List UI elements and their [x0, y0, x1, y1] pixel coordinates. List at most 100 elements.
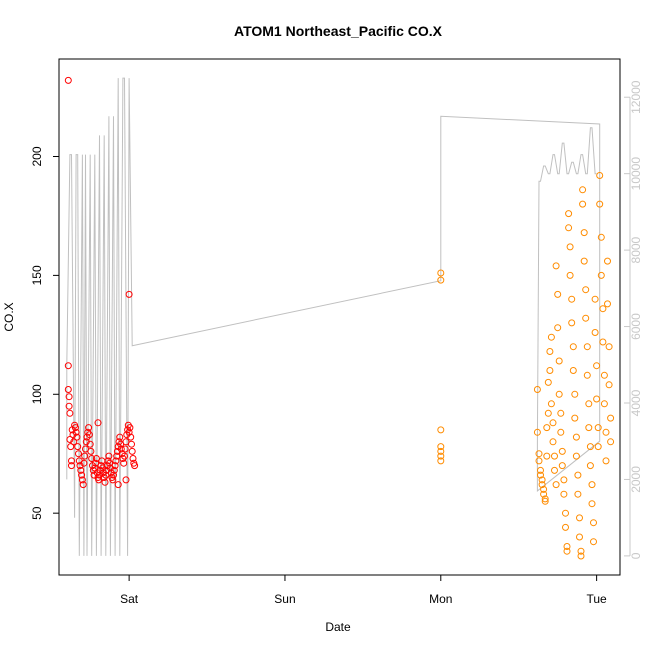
- data-point-series-2: [588, 481, 596, 489]
- data-point-series-2: [574, 471, 582, 479]
- data-point-series-2: [596, 172, 604, 179]
- y2-tick-label: 0: [629, 552, 643, 559]
- data-point-series-2: [565, 210, 573, 218]
- data-point-series-1: [125, 290, 133, 298]
- y2-tick-label: 2000: [629, 466, 643, 493]
- data-point-series-1: [122, 476, 130, 484]
- data-point-series-1: [101, 478, 109, 486]
- y-tick-label: 150: [30, 265, 44, 285]
- data-point-series-2: [604, 300, 611, 308]
- data-point-series-1: [65, 402, 73, 410]
- data-point-series-2: [437, 426, 445, 434]
- data-point-series-1: [79, 481, 87, 489]
- data-point-series-1: [83, 433, 91, 441]
- data-point-series-2: [602, 457, 610, 465]
- data-point-series-1: [129, 455, 137, 462]
- data-point-series-1: [112, 457, 120, 465]
- data-point-series-2: [537, 466, 544, 474]
- data-point-series-2: [437, 269, 445, 277]
- data-point-series-2: [593, 395, 601, 403]
- data-point-series-1: [74, 443, 82, 451]
- data-point-series-1: [67, 443, 75, 451]
- data-point-series-2: [555, 357, 563, 365]
- data-point-series-1: [72, 428, 80, 436]
- data-point-series-2: [597, 271, 605, 279]
- data-point-series-1: [66, 436, 74, 443]
- data-point-series-1: [109, 476, 117, 484]
- data-point-series-2: [593, 362, 601, 370]
- data-point-series-2: [572, 452, 580, 460]
- data-point-series-2: [600, 400, 608, 408]
- data-point-series-2: [568, 319, 576, 327]
- chart-title: ATOM1 Northeast_Pacific CO.X: [234, 23, 443, 39]
- data-point-series-2: [572, 433, 580, 441]
- data-point-series-1: [70, 438, 78, 446]
- data-point-series-2: [571, 390, 579, 398]
- data-point-series-2: [574, 490, 582, 498]
- data-point-series-1: [78, 471, 86, 479]
- data-point-series-2: [557, 428, 565, 436]
- data-point-series-2: [558, 462, 566, 470]
- data-point-series-1: [81, 452, 89, 460]
- line-layer: [66, 77, 601, 556]
- y2-tick-label: 4000: [629, 389, 643, 416]
- data-point-series-2: [585, 424, 593, 432]
- x-tick-label: Tue: [587, 592, 608, 606]
- data-point-series-2: [547, 400, 555, 408]
- data-point-series-2: [576, 533, 583, 541]
- y-tick-label: 200: [30, 146, 44, 166]
- data-point-series-2: [558, 447, 566, 455]
- data-point-series-2: [554, 290, 562, 298]
- data-point-series-1: [131, 462, 139, 470]
- data-point-series-1: [126, 424, 134, 432]
- data-point-series-1: [117, 445, 125, 453]
- y-axis-label: CO.X: [2, 302, 16, 331]
- data-point-series-2: [549, 419, 557, 427]
- data-point-series-2: [543, 452, 551, 460]
- y2-tick-label: 8000: [629, 236, 643, 263]
- x-axis-label: Date: [325, 620, 351, 634]
- y2-tick-label: 12000: [629, 80, 643, 114]
- data-point-series-1: [80, 459, 88, 467]
- data-point-series-2: [543, 424, 551, 432]
- y2-axis: 0 2000 4000 6000 8000 10000 12000: [624, 80, 643, 559]
- data-point-series-1: [64, 386, 72, 393]
- data-point-series-2: [588, 500, 596, 508]
- data-point-series-1: [65, 393, 73, 401]
- data-point-series-2: [541, 495, 549, 503]
- data-point-series-2: [537, 471, 544, 479]
- data-point-series-1: [118, 450, 126, 458]
- data-point-series-2: [571, 414, 579, 422]
- data-point-series-2: [540, 485, 548, 493]
- data-point-series-2: [544, 409, 552, 417]
- data-point-series-1: [64, 76, 72, 84]
- data-point-series-2: [563, 547, 571, 555]
- data-point-series-1: [64, 362, 72, 370]
- y-tick-label: 50: [30, 506, 44, 520]
- data-point-series-1: [73, 433, 81, 441]
- data-point-series-2: [605, 381, 613, 389]
- secondary-series-line: [66, 77, 601, 556]
- data-point-series-2: [607, 414, 615, 422]
- x-tick-label: Sat: [120, 592, 139, 606]
- points-layer: [64, 76, 615, 560]
- data-point-series-2: [576, 514, 583, 522]
- data-point-series-2: [546, 367, 554, 374]
- data-point-series-2: [547, 333, 555, 341]
- data-point-series-2: [607, 438, 615, 446]
- data-point-series-2: [541, 497, 549, 505]
- data-point-series-2: [538, 481, 546, 489]
- y-tick-label: 100: [30, 384, 44, 404]
- data-point-series-2: [591, 295, 599, 303]
- data-point-series-1: [86, 440, 94, 448]
- data-point-series-1: [128, 447, 136, 455]
- data-point-series-1: [68, 457, 75, 465]
- data-point-series-2: [594, 443, 602, 451]
- data-point-series-2: [552, 262, 560, 270]
- data-point-series-2: [538, 476, 546, 484]
- data-point-series-2: [582, 286, 590, 294]
- data-point-series-2: [533, 428, 541, 436]
- data-point-series-2: [599, 305, 607, 313]
- data-point-series-2: [544, 378, 552, 386]
